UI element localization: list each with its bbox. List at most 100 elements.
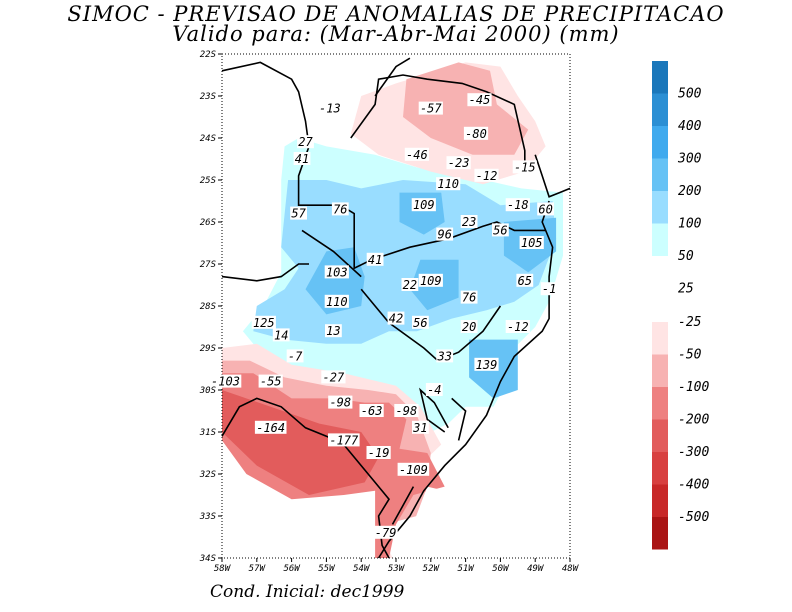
value-label: 13 <box>326 324 340 338</box>
value-label-bg <box>293 152 311 165</box>
value-label-bg <box>436 227 454 241</box>
lon-label: 50W <box>492 564 510 574</box>
boundary-line-7 <box>301 229 362 278</box>
boundary-line-9 <box>419 387 449 433</box>
value-label: 41 <box>295 152 309 166</box>
value-label: 96 <box>437 228 451 242</box>
lon-label: 58W <box>214 564 232 574</box>
legend-label: 100 <box>678 217 702 232</box>
value-label: -13 <box>319 102 341 116</box>
value-label-bg <box>436 349 454 363</box>
value-label: -164 <box>256 421 285 435</box>
value-label: 14 <box>274 328 288 342</box>
legend-label: -100 <box>678 380 709 395</box>
value-label: -27 <box>323 370 345 384</box>
value-label: 103 <box>326 265 348 279</box>
value-label: -23 <box>448 156 470 170</box>
value-label-bg <box>446 156 471 170</box>
value-label: -15 <box>514 160 536 174</box>
lon-label: 53W <box>388 564 406 574</box>
value-label-bg <box>537 202 554 216</box>
value-label-bg <box>328 395 353 409</box>
legend-swatch <box>652 191 668 224</box>
legend-label: -400 <box>678 478 709 493</box>
value-label-bg <box>366 252 384 266</box>
legend-swatch <box>652 452 668 485</box>
lat-label: 25S <box>200 176 217 186</box>
value-label-bg <box>331 202 349 216</box>
value-label-bg <box>272 328 290 342</box>
lat-label: 34S <box>199 554 217 564</box>
lon-label: 51W <box>457 564 475 574</box>
value-label: -46 <box>406 148 428 162</box>
value-label-bg <box>401 278 419 291</box>
lat-label: 28S <box>200 302 217 312</box>
value-label-bg <box>297 135 314 149</box>
value-label-bg <box>324 265 349 279</box>
value-label-bg <box>373 525 398 539</box>
value-label: -98 <box>396 404 418 418</box>
boundary-line-2 <box>374 57 411 97</box>
legend-swatch <box>652 223 668 256</box>
lat-label: 31S <box>199 428 217 438</box>
lat-label: 33S <box>199 512 217 522</box>
lat-label: 26S <box>200 218 217 228</box>
lon-label: 48W <box>562 564 580 574</box>
value-label-bg <box>321 370 346 384</box>
anomaly-area-12 <box>222 390 379 495</box>
value-label: -63 <box>361 404 383 418</box>
value-label-bg <box>387 311 405 325</box>
value-label-bg <box>412 420 429 434</box>
legend-label: -25 <box>678 315 702 330</box>
boundary-line-10 <box>451 397 467 441</box>
value-label: -4 <box>427 383 441 397</box>
boundary-line-4 <box>377 200 554 559</box>
value-label: -177 <box>329 433 359 447</box>
value-label: 22 <box>403 278 417 292</box>
value-label-bg <box>251 315 276 329</box>
value-label-bg <box>397 462 430 476</box>
value-label: -7 <box>288 349 303 363</box>
boundary-line-6 <box>221 263 309 282</box>
value-label-bg <box>328 433 360 447</box>
value-label-bg <box>404 147 429 161</box>
value-label-bg <box>460 290 478 304</box>
value-label: 109 <box>413 198 435 212</box>
value-label-bg <box>317 101 342 115</box>
color-legend: 500 400 300 200 100 50 25 -25 -50 -100 -200 -300 -40… <box>652 61 709 550</box>
map-axes: 22S23S24S25S26S27S28S29S30S31S32S33S34S5… <box>199 50 580 574</box>
lon-label: 55W <box>318 564 336 574</box>
anomaly-area-8 <box>403 62 529 155</box>
value-label-bg <box>411 198 436 212</box>
value-label: -79 <box>375 526 397 540</box>
value-label-bg <box>516 273 534 287</box>
legend-swatch <box>652 517 668 550</box>
value-label-bg <box>505 320 530 333</box>
legend-label: 500 <box>678 87 702 102</box>
legend-label: -50 <box>678 348 702 363</box>
legend-swatch <box>652 354 668 387</box>
legend-label: 400 <box>678 119 702 134</box>
value-label: 41 <box>368 253 382 267</box>
value-label-bg <box>366 446 391 459</box>
legend-label: -200 <box>678 413 709 428</box>
legend-swatch <box>652 126 668 159</box>
legend-swatch <box>652 93 668 126</box>
value-label-bg <box>286 349 304 363</box>
value-label-bg <box>324 294 349 308</box>
value-label-bg <box>436 177 461 191</box>
value-label: 20 <box>462 320 476 334</box>
anomaly-area-15 <box>222 54 362 332</box>
legend-label: 25 <box>678 282 694 297</box>
value-label-bg <box>463 126 489 140</box>
value-label: 105 <box>521 236 543 250</box>
value-label-bg <box>540 282 558 296</box>
value-label: 139 <box>476 358 498 372</box>
value-label-bg <box>460 320 478 333</box>
value-label-bg <box>325 324 342 338</box>
legend-label: 300 <box>677 152 702 167</box>
value-label: 27 <box>298 135 313 149</box>
lon-label: 49W <box>527 564 545 574</box>
lon-label: 56W <box>283 564 301 574</box>
